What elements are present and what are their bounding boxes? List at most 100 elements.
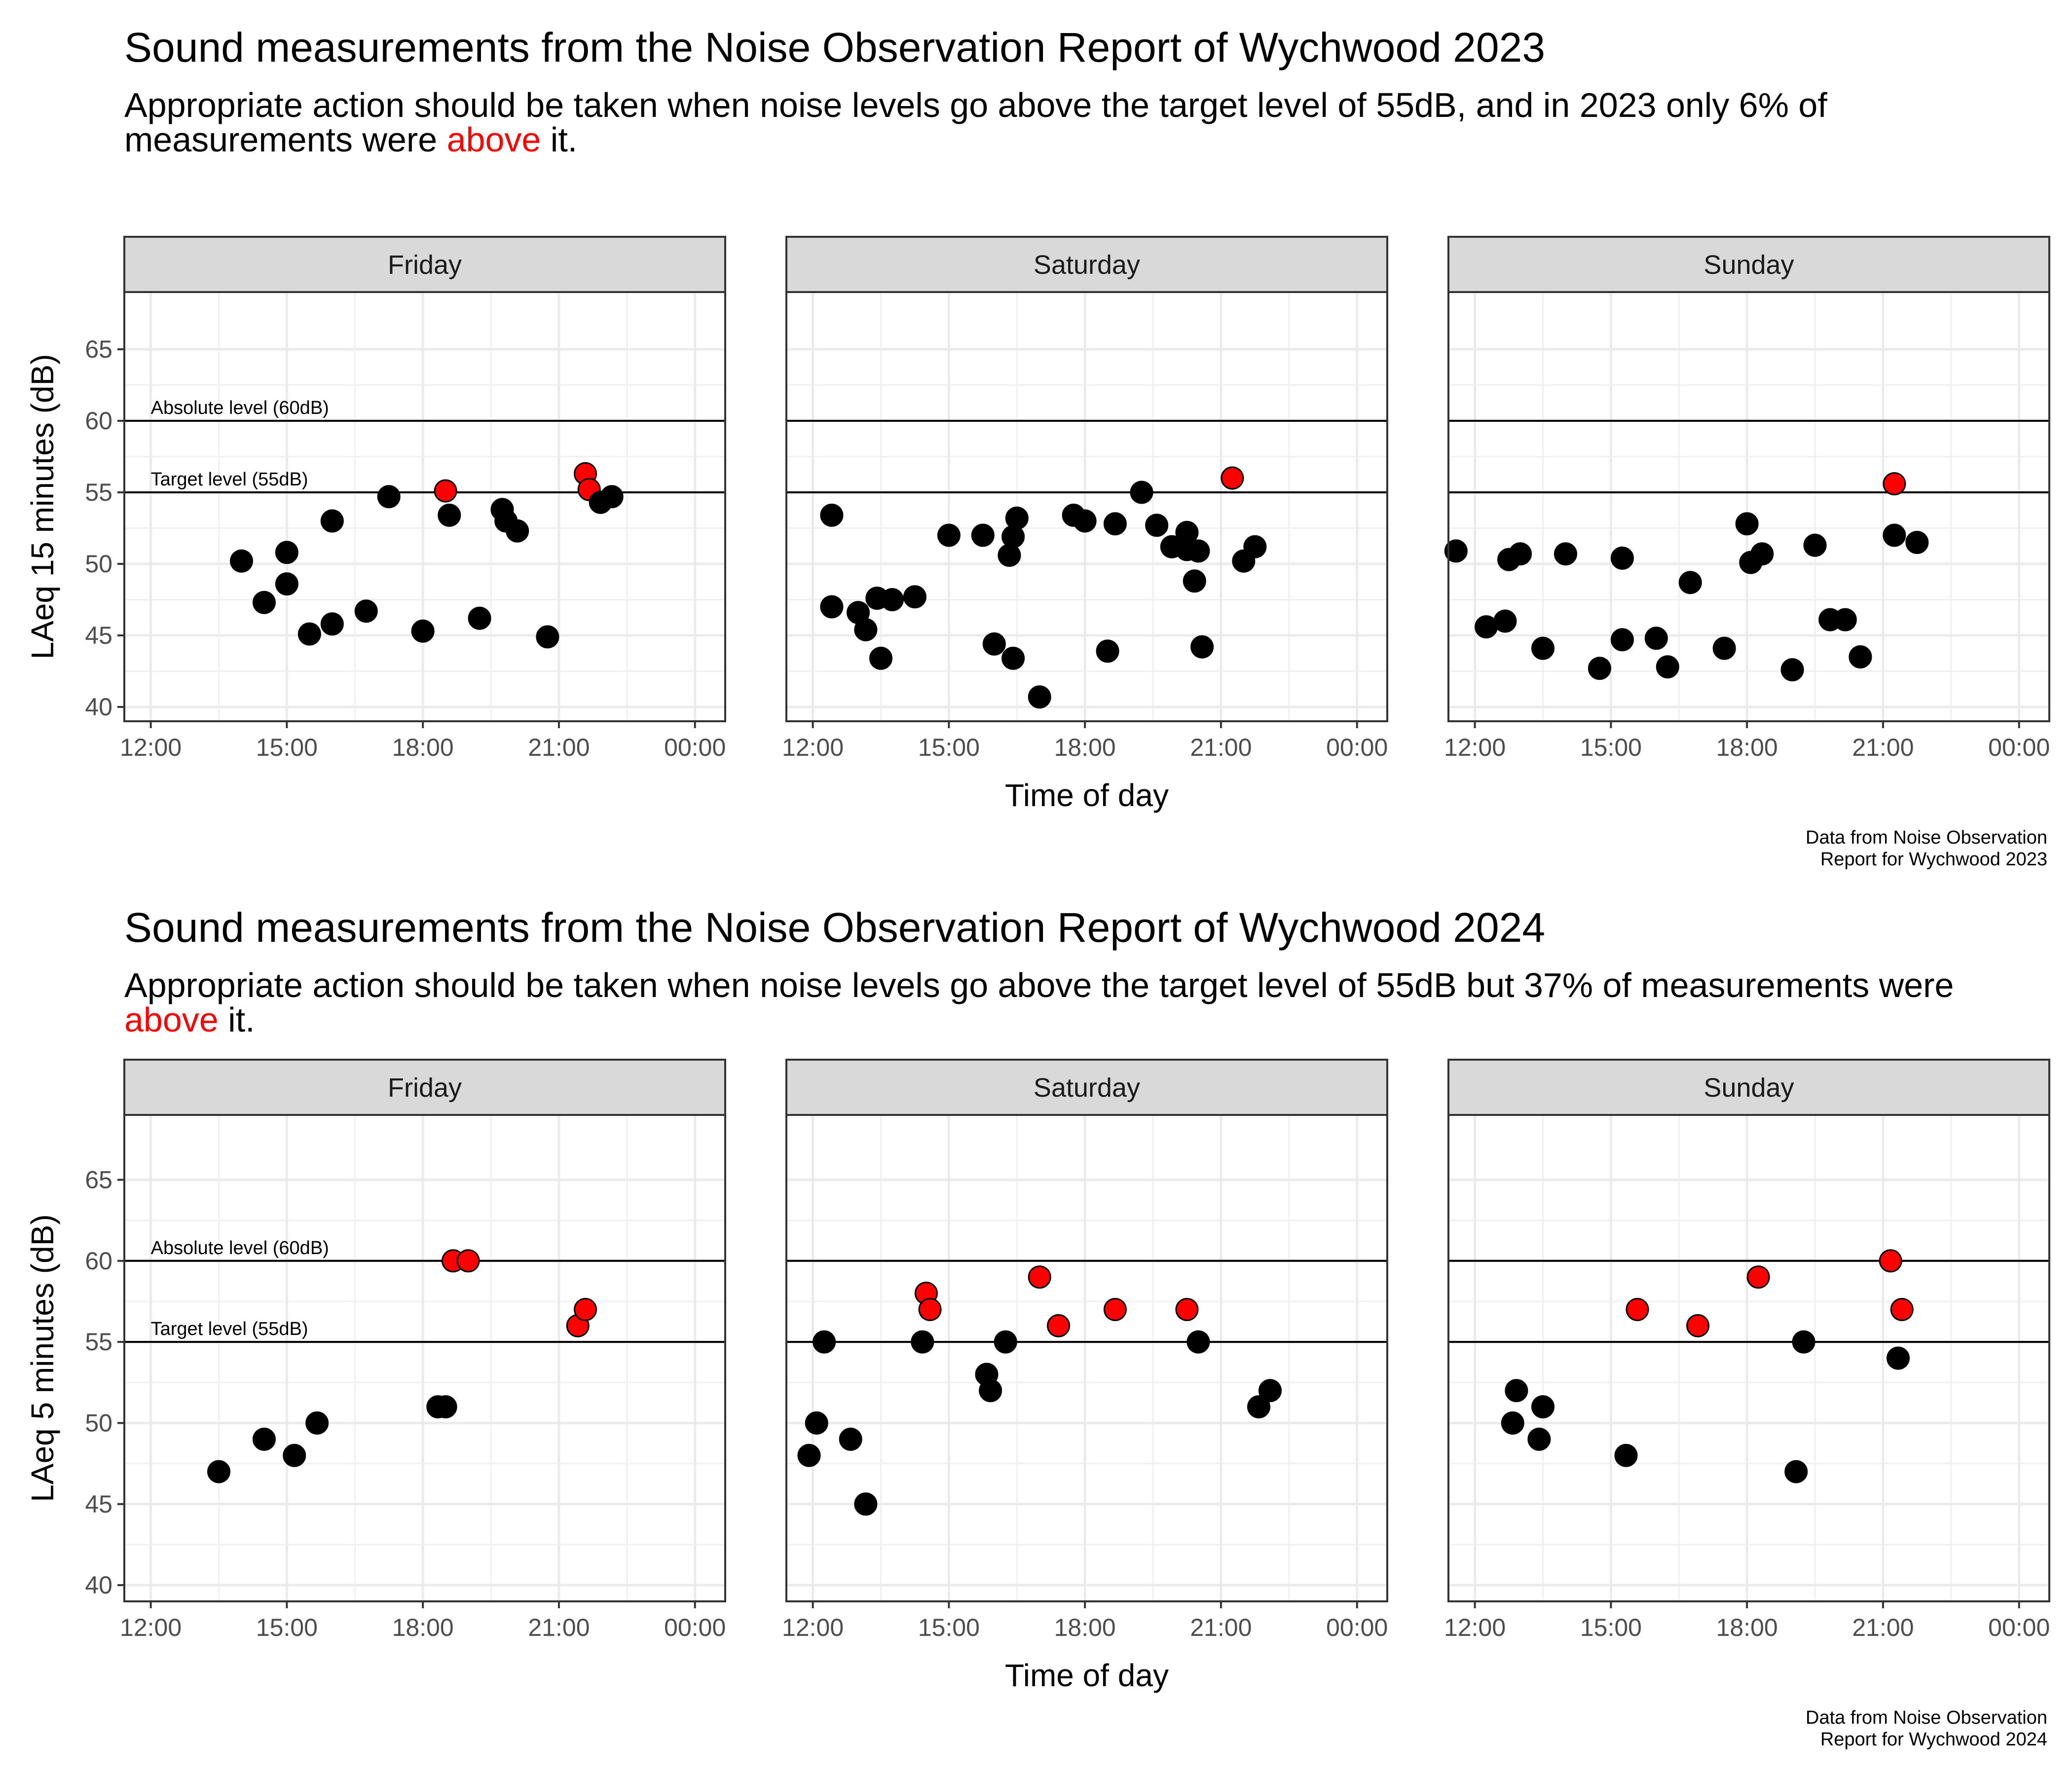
data-point [305, 1411, 329, 1435]
x-tick-label: 15:00 [1580, 734, 1642, 761]
x-tick-label: 12:00 [782, 734, 844, 761]
scatter-plot-2024: Absolute level (60dB) Target level (55dB)… [25, 1059, 2050, 1693]
data-point [600, 485, 624, 509]
data-point [275, 572, 298, 596]
x-tick-label: 00:00 [1326, 1614, 1388, 1641]
subtitle-text-end: it. [541, 120, 578, 159]
data-point-above [1047, 1314, 1071, 1337]
data-point [1735, 512, 1759, 536]
data-point [1505, 1379, 1528, 1403]
data-point [998, 544, 1021, 567]
reference-label-60: Absolute level (60dB) [151, 1238, 329, 1258]
facet-strip-label: Friday [388, 1073, 462, 1103]
data-point [1750, 542, 1774, 566]
subtitle-highlight-above: above [124, 1000, 219, 1039]
x-tick-label: 00:00 [664, 1614, 726, 1641]
data-point [1712, 636, 1736, 660]
data-point [252, 1427, 276, 1451]
y-axis-title: LAeq 15 minutes (dB) [25, 354, 60, 660]
data-point [911, 1330, 934, 1354]
y-tick-label: 45 [85, 622, 112, 649]
y-tick-label: 60 [85, 407, 112, 435]
x-tick-label: 21:00 [1852, 1614, 1914, 1641]
data-point-above [574, 1297, 597, 1321]
data-point [468, 606, 491, 630]
chart-title: Sound measurements from the Noise Observ… [124, 904, 1546, 951]
x-tick-label: 12:00 [120, 1614, 182, 1641]
facet-strip [785, 1059, 1388, 1116]
data-point [1258, 1379, 1282, 1403]
data-point [979, 1379, 1002, 1403]
facet-strip [123, 1059, 726, 1116]
data-point [1001, 646, 1025, 670]
data-point [839, 1427, 862, 1451]
data-point [1644, 627, 1668, 650]
data-point-above [1879, 1249, 1902, 1273]
data-point [297, 622, 321, 646]
x-tick-label: 15:00 [256, 1614, 318, 1641]
data-point [805, 1411, 828, 1435]
subtitle-highlight-above: above [446, 120, 541, 159]
caption-line-1: Data from Noise Observation [1806, 827, 2047, 848]
x-tick-label: 18:00 [1054, 734, 1116, 761]
chart-subtitle: Appropriate action should be taken when … [124, 88, 2048, 157]
data-point [1780, 658, 1804, 682]
x-axis-title: Time of day [1005, 777, 1169, 813]
data-point [1849, 645, 1872, 668]
facet-saturday: Saturday 12:00 15:00 18:00 21:00 00:00 [782, 1059, 1388, 1641]
data-point [1610, 628, 1634, 652]
data-point [1883, 523, 1906, 547]
chart-subtitle: Appropriate action should be taken when … [124, 968, 2048, 1037]
data-point [1001, 525, 1025, 549]
panel-background [124, 1115, 725, 1601]
x-tick-label: 00:00 [1988, 734, 2050, 761]
facet-strip-label: Sunday [1703, 250, 1794, 280]
x-tick-label: 21:00 [1190, 1614, 1252, 1641]
reference-label-60: Absolute level (60dB) [151, 398, 329, 418]
panel-background [786, 1115, 1387, 1601]
chart-caption: Data from Noise Observation Report for W… [1702, 1707, 2047, 1750]
data-point-above [1175, 1297, 1199, 1321]
x-tick-label: 00:00 [1988, 1614, 2050, 1641]
data-point [1501, 1411, 1524, 1435]
data-point [1833, 608, 1857, 631]
data-point [1190, 635, 1214, 659]
y-tick-label: 55 [85, 1328, 112, 1356]
data-point [275, 541, 298, 564]
y-tick-label: 55 [85, 479, 112, 506]
data-point [971, 523, 995, 547]
data-point [937, 523, 961, 547]
facet-strip-label: Saturday [1034, 250, 1140, 280]
x-tick-label: 15:00 [918, 1614, 980, 1641]
data-point [1531, 636, 1555, 660]
data-point [854, 1492, 878, 1516]
y-tick-label: 40 [85, 693, 112, 721]
facet-friday: Absolute level (60dB) Target level (55dB)… [85, 1059, 726, 1641]
data-point [1493, 609, 1517, 633]
panel-background [1448, 1115, 2049, 1601]
x-tick-label: 18:00 [1716, 1614, 1778, 1641]
figure-2024: Sound measurements from the Noise Observ… [0, 888, 2072, 1776]
y-tick-label: 65 [85, 1166, 112, 1193]
reference-label-55: Target level (55dB) [151, 1319, 308, 1339]
data-point [820, 503, 844, 527]
facet-strip [1447, 236, 2050, 293]
data-point [1130, 481, 1153, 504]
x-tick-label: 12:00 [782, 1614, 844, 1641]
data-point [252, 591, 276, 614]
figure-2023: Sound measurements from the Noise Observ… [25, 24, 2050, 870]
data-point [438, 503, 461, 527]
x-tick-label: 18:00 [392, 1614, 454, 1641]
data-point [377, 485, 401, 509]
data-point [411, 619, 435, 643]
facet-strip-label: Sunday [1703, 1073, 1794, 1103]
x-tick-label: 21:00 [528, 1614, 590, 1641]
scatter-plot-2023: Absolute level (60dB) Target level (55dB)… [25, 236, 2050, 813]
data-point [1145, 514, 1169, 537]
x-tick-label: 15:00 [1580, 1614, 1642, 1641]
data-point [1028, 685, 1051, 709]
x-tick-label: 21:00 [528, 734, 590, 761]
x-tick-label: 21:00 [1190, 734, 1252, 761]
facet-saturday: Saturday 12:00 15:00 18:00 21:00 00:00 [782, 236, 1388, 761]
y-tick-label: 50 [85, 550, 112, 578]
